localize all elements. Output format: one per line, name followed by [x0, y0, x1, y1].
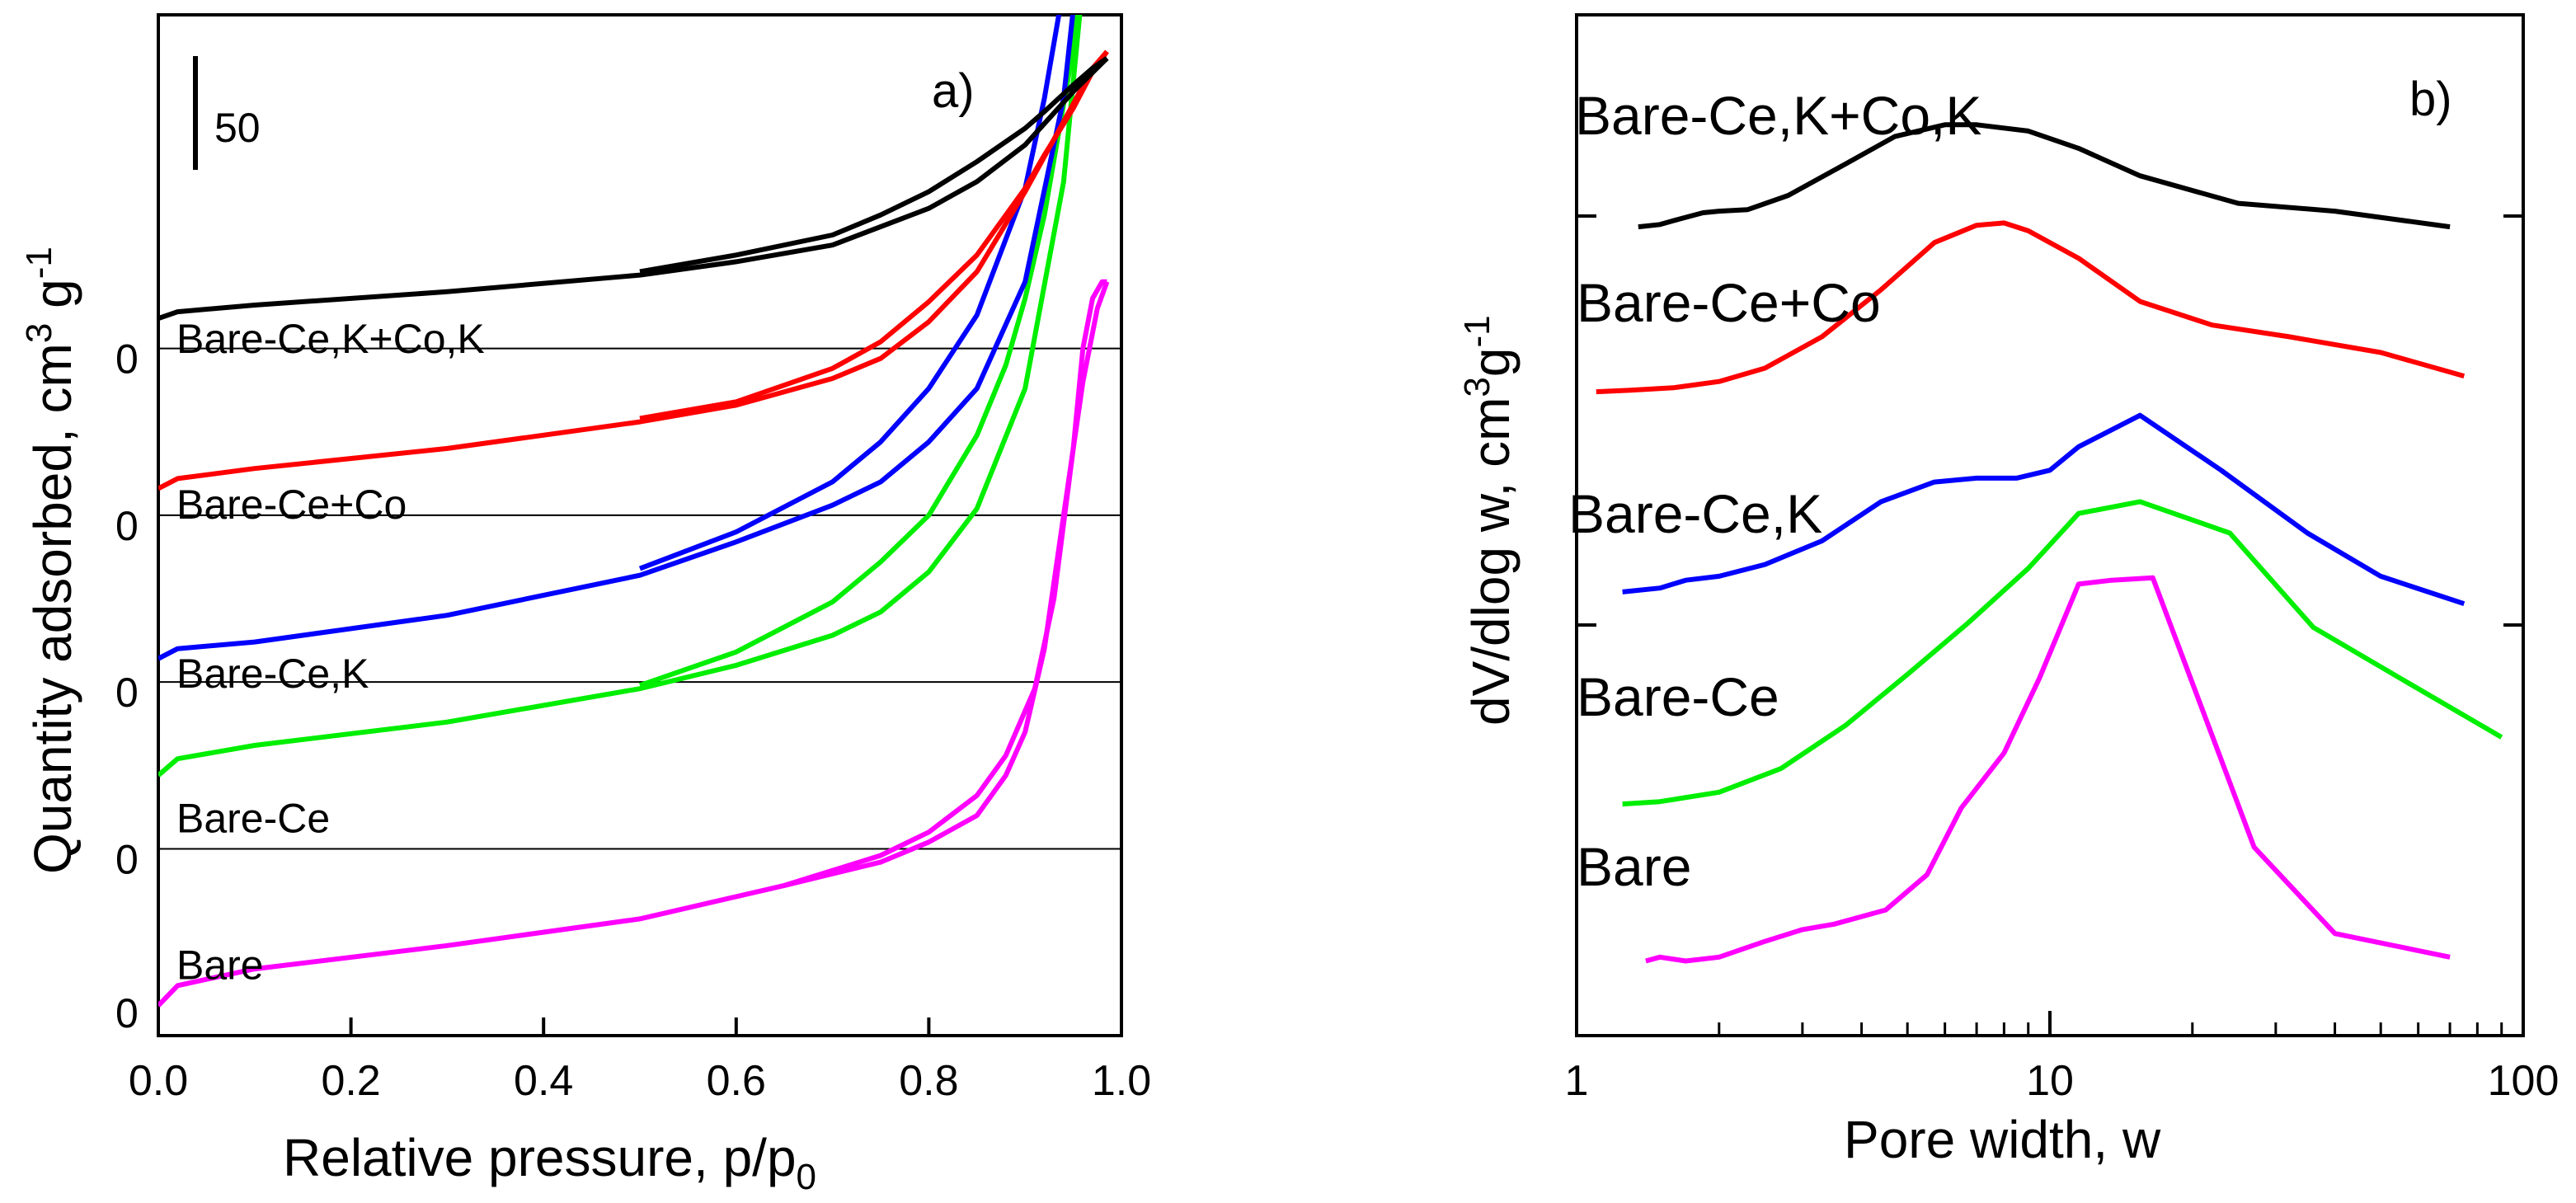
x-tick-label-a-0-4: 0.4 — [514, 1057, 573, 1105]
series-label-a-bare-ce-co: Bare-Ce+Co — [176, 482, 407, 528]
series-label-a-bare-ce-k: Bare-Ce,K — [176, 651, 369, 697]
panel-a-xlabel: Relative pressure, p/p0 — [283, 1128, 816, 1197]
zero-label-bare-ce: 0 — [115, 836, 139, 882]
panel-a-ylabel-main: Quantity adsorbed, cm — [23, 343, 82, 874]
desorption-line-bare-ce-co — [639, 49, 1109, 421]
x-tick-label-b-10: 10 — [2026, 1057, 2074, 1105]
x-tick-label-a-0-6: 0.6 — [707, 1057, 766, 1105]
psd-line-bare — [1645, 575, 2451, 964]
series-label-a-bare-ce: Bare-Ce — [176, 796, 330, 842]
panel-b-ylabel-sup2: -1 — [1457, 315, 1497, 347]
series-label-b-bare-ce-co: Bare-Ce+Co — [1577, 272, 1881, 333]
adsorption-line-bare — [158, 279, 1107, 1008]
series-label-a-bare: Bare — [176, 942, 264, 989]
psd-line-bare-ce-co — [1596, 220, 2466, 395]
x-tick-label-a-0-8: 0.8 — [899, 1057, 958, 1105]
x-tick-label-a-0-0: 0.0 — [129, 1057, 188, 1105]
panel-a-ylabel-sup1: 3 — [19, 323, 59, 343]
zero-label-bare: 0 — [115, 990, 139, 1036]
psd-line-bare-ce-k — [1622, 412, 2466, 607]
panel-a-ylabel-sup2: -1 — [19, 247, 59, 279]
psd-line-bare-ce-k-co-k — [1638, 122, 2451, 230]
desorption-line-bare — [783, 280, 1110, 888]
desorption-line-bare-ce-k-co-k — [639, 56, 1109, 275]
panel-a-ylabel-mid: g — [23, 279, 82, 322]
x-tick-label-b-100: 100 — [2488, 1057, 2560, 1105]
zero-label-bare-ce-k-co-k: 0 — [115, 336, 139, 383]
series-label-b-bare-ce-k: Bare-Ce,K — [1568, 483, 1822, 544]
series-label-b-bare: Bare — [1577, 836, 1691, 897]
panel-a-frame — [157, 13, 1123, 1037]
panel-b-xlabel: Pore width, w — [1844, 1110, 2161, 1169]
panel-b-ylabel-main: dV/dlog w, cm — [1461, 397, 1521, 726]
x-tick-label-a-0-2: 0.2 — [321, 1057, 380, 1105]
series-label-b-bare-ce: Bare-Ce — [1577, 666, 1779, 727]
adsorption-line-bare-ce-k-co-k — [158, 56, 1109, 322]
zero-label-bare-ce-co: 0 — [115, 503, 139, 549]
desorption-line-bare-ce — [639, 15, 1079, 688]
x-tick-label-a-1-0: 1.0 — [1092, 1057, 1151, 1105]
panel-b-ylabel: dV/dlog w, cm3g-1 — [1457, 315, 1521, 726]
panel-b-ylabel-sup1: 3 — [1457, 377, 1497, 397]
zero-label-bare-ce-k: 0 — [115, 670, 139, 716]
panel-a-label: a) — [932, 64, 975, 118]
series-label-a-bare-ce-k-co-k: Bare-Ce,K+Co,K — [176, 316, 485, 362]
scale-bar-label: 50 — [214, 105, 261, 151]
panel-b-label: b) — [2409, 73, 2452, 126]
adsorption-line-bare-ce — [158, 15, 1083, 778]
series-label-b-bare-ce-k-co-k: Bare-Ce,K+Co,K — [1575, 85, 1981, 146]
psd-line-bare-ce — [1622, 499, 2503, 807]
desorption-line-bare-ce-k — [638, 15, 1062, 571]
panel-a-xlabel-sub: 0 — [797, 1157, 816, 1197]
x-tick-label-b-1: 1 — [1565, 1057, 1589, 1105]
panel-a-ylabel: Quantity adsorbed, cm3 g-1 — [19, 247, 82, 874]
panel-a-xlabel-main: Relative pressure, p/p — [283, 1128, 797, 1187]
panel-b-ylabel-mid: g — [1461, 348, 1521, 378]
